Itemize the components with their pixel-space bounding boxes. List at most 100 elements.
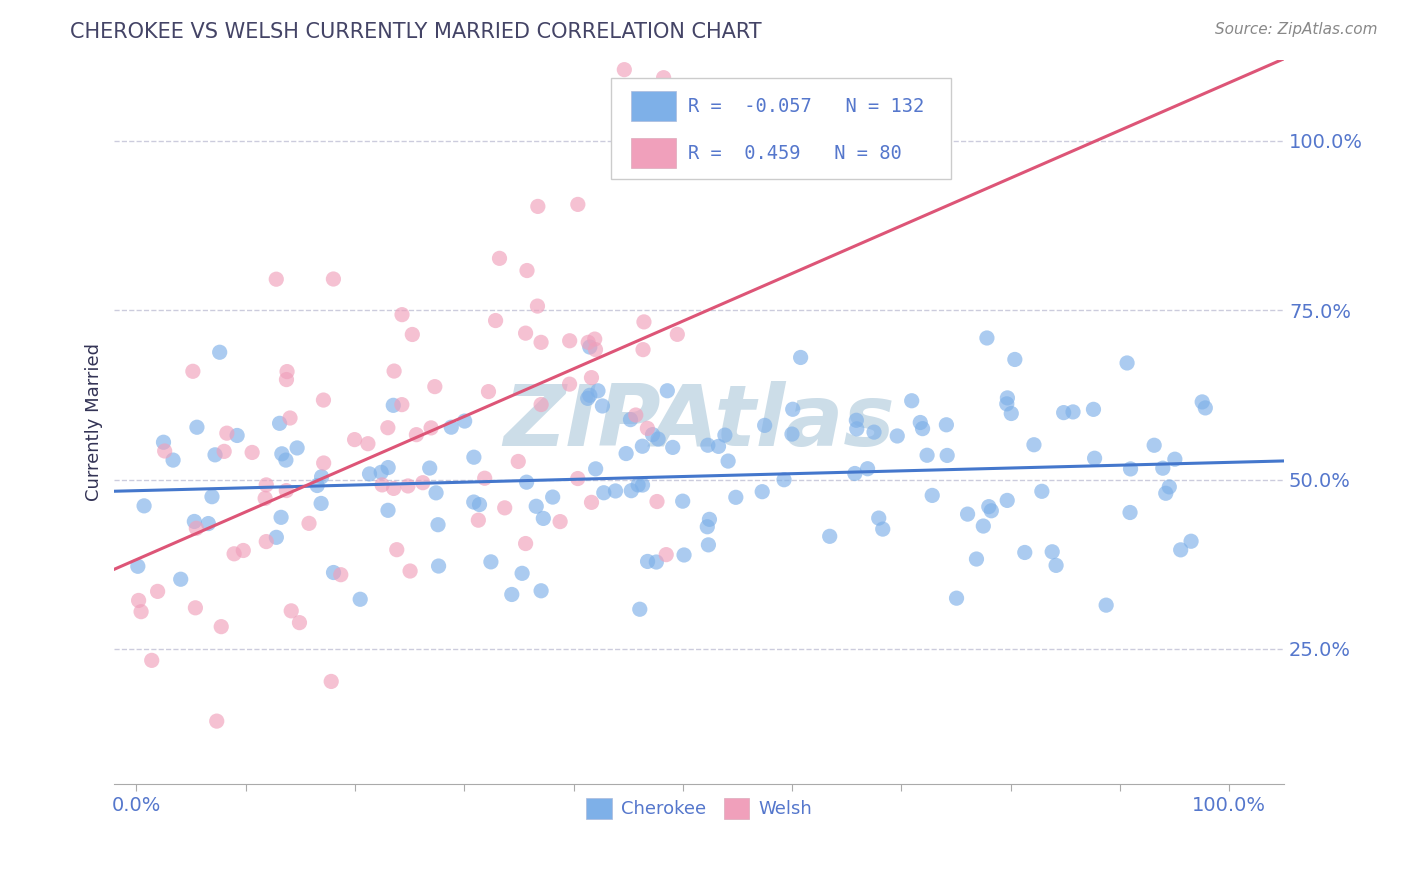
Point [425, 486, 447, 500]
Point [377, 420, 399, 434]
Point [254, 491, 277, 506]
Point [359, 467, 381, 481]
Point [935, 417, 957, 432]
Point [146, 584, 169, 599]
Point [399, 564, 422, 578]
Point [298, 516, 321, 531]
Point [921, 488, 943, 502]
Point [526, 299, 548, 313]
Point [274, 453, 297, 467]
Point [226, 428, 249, 442]
Point [1095, 598, 1118, 612]
Point [377, 460, 399, 475]
Point [382, 482, 405, 496]
Point [645, 494, 668, 508]
Text: ZIPAtlas: ZIPAtlas [503, 381, 896, 464]
Point [205, 714, 228, 728]
Point [773, 473, 796, 487]
Point [868, 511, 890, 525]
Point [186, 521, 208, 535]
Text: CHEROKEE VS WELSH CURRENTLY MARRIED CORRELATION CHART: CHEROKEE VS WELSH CURRENTLY MARRIED CORR… [70, 22, 762, 42]
Point [576, 335, 599, 350]
Point [391, 308, 413, 322]
Point [724, 491, 747, 505]
Point [966, 552, 988, 566]
Point [1040, 545, 1063, 559]
Point [578, 388, 600, 402]
Point [754, 418, 776, 433]
Point [1116, 356, 1139, 370]
Bar [631, 137, 676, 169]
Point [309, 496, 332, 510]
Point [613, 62, 636, 77]
Point [581, 495, 603, 509]
Legend: Cherokee, Welsh: Cherokee, Welsh [579, 791, 820, 826]
Point [1164, 452, 1187, 467]
Point [782, 402, 804, 417]
FancyBboxPatch shape [612, 78, 950, 179]
Point [501, 587, 523, 601]
Point [614, 446, 637, 460]
Point [420, 421, 443, 435]
Point [585, 462, 607, 476]
Point [956, 507, 979, 521]
Point [578, 340, 600, 354]
Point [1000, 407, 1022, 421]
Point [699, 512, 721, 526]
Point [186, 420, 208, 434]
Point [585, 343, 607, 357]
Point [270, 447, 292, 461]
Point [468, 498, 491, 512]
Point [717, 454, 740, 468]
Text: R =  -0.057   N = 132: R = -0.057 N = 132 [688, 96, 924, 116]
Point [661, 441, 683, 455]
Point [477, 384, 499, 399]
Point [911, 422, 934, 436]
Point [628, 602, 651, 616]
Point [567, 197, 589, 211]
Point [385, 542, 408, 557]
Point [419, 461, 441, 475]
Point [995, 397, 1018, 411]
Point [641, 427, 664, 442]
Point [427, 559, 450, 574]
Point [129, 605, 152, 619]
Point [162, 453, 184, 467]
Point [183, 515, 205, 529]
Point [280, 604, 302, 618]
Point [696, 438, 718, 452]
Point [1170, 542, 1192, 557]
Point [204, 448, 226, 462]
Point [515, 326, 537, 340]
Point [872, 522, 894, 536]
Point [936, 449, 959, 463]
Point [530, 583, 553, 598]
Point [531, 511, 554, 525]
Point [567, 471, 589, 485]
Point [515, 536, 537, 550]
Point [976, 331, 998, 345]
Point [510, 566, 533, 581]
Point [637, 554, 659, 568]
Point [427, 517, 450, 532]
Point [558, 377, 581, 392]
Point [527, 199, 550, 213]
Point [1180, 534, 1202, 549]
Point [583, 332, 606, 346]
Point [208, 345, 231, 359]
Point [1045, 558, 1067, 573]
Point [631, 439, 654, 453]
Point [440, 420, 463, 434]
Point [288, 615, 311, 630]
Point [915, 448, 938, 462]
Point [945, 591, 967, 606]
Point [576, 392, 599, 406]
Point [516, 263, 538, 277]
Point [636, 421, 658, 435]
Point [1159, 480, 1181, 494]
Point [845, 413, 868, 427]
Point [558, 334, 581, 348]
Point [1119, 462, 1142, 476]
Point [488, 252, 510, 266]
Point [541, 490, 564, 504]
